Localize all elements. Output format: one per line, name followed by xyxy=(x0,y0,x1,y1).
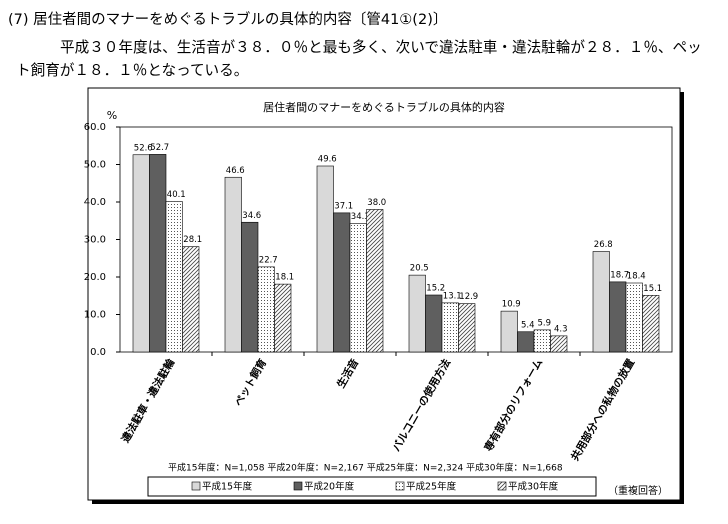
bar xyxy=(425,294,443,353)
value-label: 20.5 xyxy=(410,264,429,274)
bar xyxy=(642,295,660,353)
value-label: 40.1 xyxy=(167,190,186,200)
bar xyxy=(609,281,627,353)
y-tick-label: 20.0 xyxy=(84,272,106,283)
value-label: 52.7 xyxy=(150,143,169,153)
legend-swatch xyxy=(395,481,405,491)
bar xyxy=(333,212,351,353)
legend-label: 平成25年度 xyxy=(406,481,457,493)
value-label: 13.1 xyxy=(443,291,462,301)
value-label: 15.1 xyxy=(643,284,662,294)
bar xyxy=(441,302,459,353)
legend-box xyxy=(147,476,597,497)
bar xyxy=(182,246,200,353)
bar xyxy=(132,154,150,353)
value-label: 10.9 xyxy=(502,300,521,310)
legend-swatch xyxy=(497,481,507,491)
legend-swatch xyxy=(293,481,303,491)
legend-label: 平成20年度 xyxy=(304,481,355,493)
bar xyxy=(257,266,275,353)
value-label: 46.6 xyxy=(226,166,245,176)
value-label: 28.1 xyxy=(183,235,202,245)
value-label: 37.1 xyxy=(334,201,353,211)
bar xyxy=(533,329,551,353)
bar xyxy=(224,176,242,353)
bar xyxy=(366,209,384,353)
value-label: 49.6 xyxy=(318,155,337,165)
bar xyxy=(517,331,535,353)
value-label: 18.7 xyxy=(610,270,629,280)
bar xyxy=(241,221,259,353)
value-label: 52.6 xyxy=(134,143,153,153)
paragraph: 平成３０年度は、生活音が３８．０％と最も多く、次いで違法駐車・違法駐輪が２８．１… xyxy=(16,39,702,79)
value-label: 15.2 xyxy=(426,284,445,294)
legend-label: 平成30年度 xyxy=(508,481,559,493)
bar xyxy=(165,201,183,353)
value-label: 4.3 xyxy=(554,324,568,334)
bar xyxy=(550,335,568,353)
legend-label: 平成15年度 xyxy=(202,481,253,493)
bar xyxy=(408,274,426,353)
value-label: 5.4 xyxy=(521,320,535,330)
section-title: (7) 居住者間のマナーをめぐるトラブルの具体的内容〔管41①(2)〕 xyxy=(8,12,448,28)
y-tick-label: 10.0 xyxy=(84,310,106,321)
value-label: 34.3 xyxy=(351,212,370,222)
value-label: 34.6 xyxy=(242,211,261,221)
value-label: 22.7 xyxy=(259,255,278,265)
value-label: 18.1 xyxy=(275,273,294,283)
bar xyxy=(625,282,643,353)
bar xyxy=(592,251,610,353)
y-tick-label: 0.0 xyxy=(90,347,106,358)
y-unit: % xyxy=(107,109,117,122)
bar xyxy=(316,165,334,353)
y-tick-label: 30.0 xyxy=(84,235,106,246)
bar xyxy=(500,310,518,353)
bar xyxy=(149,154,167,353)
sample-note: 平成15年度：N=1,058 平成20年度：N=2,167 平成25年度：N=2… xyxy=(168,462,563,474)
value-label: 5.9 xyxy=(537,318,551,328)
chart-title: 居住者間のマナーをめぐるトラブルの具体的内容 xyxy=(263,100,505,114)
y-tick-label: 60.0 xyxy=(84,122,106,133)
value-label: 26.8 xyxy=(594,240,613,250)
bar xyxy=(458,303,476,353)
value-label: 12.9 xyxy=(459,292,478,302)
y-tick-label: 50.0 xyxy=(84,160,106,171)
legend-swatch xyxy=(191,481,201,491)
footnote: （重複回答） xyxy=(608,484,668,497)
value-label: 38.0 xyxy=(367,198,386,208)
bar xyxy=(349,223,367,353)
y-tick-label: 40.0 xyxy=(84,197,106,208)
bar xyxy=(274,283,292,353)
value-label: 18.4 xyxy=(627,272,646,282)
